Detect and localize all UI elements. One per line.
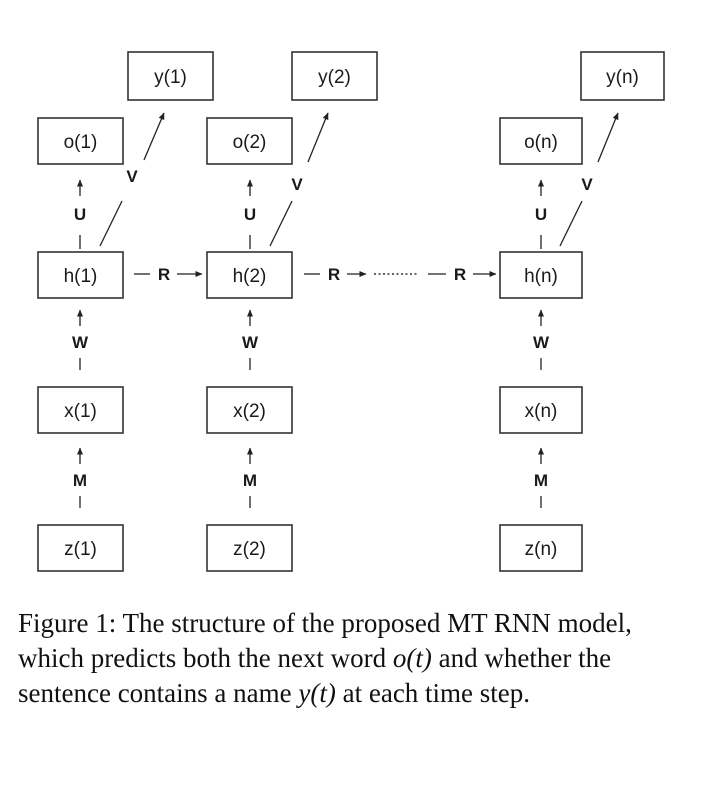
input-z-box-1: z(1) [37,524,124,572]
v-connector-line-n [559,200,583,247]
column-1: y(1) o(1) h(1) x(1) z(1) U V W [37,51,214,572]
u-weight-label-n: U [535,205,547,224]
rnn-structure-diagram: y(1) o(1) h(1) x(1) z(1) U V W [37,51,665,572]
w-weight-label-1: W [72,333,89,352]
hidden-h-box-1: h(1) [37,251,124,299]
output-y-label-2: y(2) [318,67,351,88]
hidden-h-box-2: h(2) [206,251,293,299]
v-weight-label-1: V [126,167,138,186]
input-x-box-n: x(n) [499,386,583,434]
w-weight-label-2: W [242,333,259,352]
output-y-label-n: y(n) [606,67,639,88]
w-weight-label-n: W [533,333,550,352]
hidden-h-label-2: h(2) [233,266,267,287]
v-connector-line-2 [269,200,293,247]
caption-tail: at each time step. [335,678,531,708]
input-z-label-1: z(1) [64,539,97,560]
v-weight-label-2: V [291,175,303,194]
hidden-h-label-1: h(1) [64,266,98,287]
input-x-label-1: x(1) [64,401,97,422]
hidden-h-label-n: h(n) [524,266,558,287]
input-z-box-2: z(2) [206,524,293,572]
input-z-label-2: z(2) [233,539,266,560]
input-x-label-n: x(n) [525,401,558,422]
u-weight-label-2: U [244,205,256,224]
column-2: y(2) o(2) h(2) x(2) z(2) U V W M [206,51,378,572]
hidden-h-box-n: h(n) [499,251,583,299]
output-o-box-1: o(1) [37,117,124,165]
caption-mid: and whether the sentence contains a name [18,643,612,708]
recurrent-edge-2-next: R [304,265,367,284]
output-y-box-1: y(1) [127,51,214,101]
output-o-label-n: o(n) [524,132,558,153]
r-weight-label-2: R [328,265,340,284]
figure-caption: Figure 1: The structure of the proposed … [18,606,698,711]
v-arrow-n [597,112,619,163]
u-weight-label-1: U [74,205,86,224]
input-x-box-2: x(2) [206,386,293,434]
m-weight-label-1: M [73,471,87,490]
m-weight-label-n: M [534,471,548,490]
r-weight-label-1: R [158,265,170,284]
output-y-box-2: y(2) [291,51,378,101]
v-connector-line-1 [99,200,123,247]
caption-lead: Figure 1: The structure of the proposed … [18,608,632,673]
output-o-box-2: o(2) [206,117,293,165]
v-arrow-2 [307,112,329,163]
r-weight-label-n: R [454,265,466,284]
v-arrow-1 [143,112,165,161]
output-y-label-1: y(1) [154,67,187,88]
caption-math-o: o(t) [392,643,432,673]
output-o-label-2: o(2) [233,132,267,153]
output-y-box-n: y(n) [580,51,665,101]
m-weight-label-2: M [243,471,257,490]
output-o-box-n: o(n) [499,117,583,165]
column-n: y(n) o(n) h(n) x(n) z(n) U V W M [499,51,665,572]
recurrent-edge-1-2: R [134,265,203,284]
caption-math-y: y(t) [298,678,336,708]
input-x-box-1: x(1) [37,386,124,434]
input-z-box-n: z(n) [499,524,583,572]
input-x-label-2: x(2) [233,401,266,422]
input-z-label-n: z(n) [525,539,558,560]
v-weight-label-n: V [581,175,593,194]
recurrent-edge-prev-n: R [428,265,497,284]
output-o-label-1: o(1) [64,132,98,153]
